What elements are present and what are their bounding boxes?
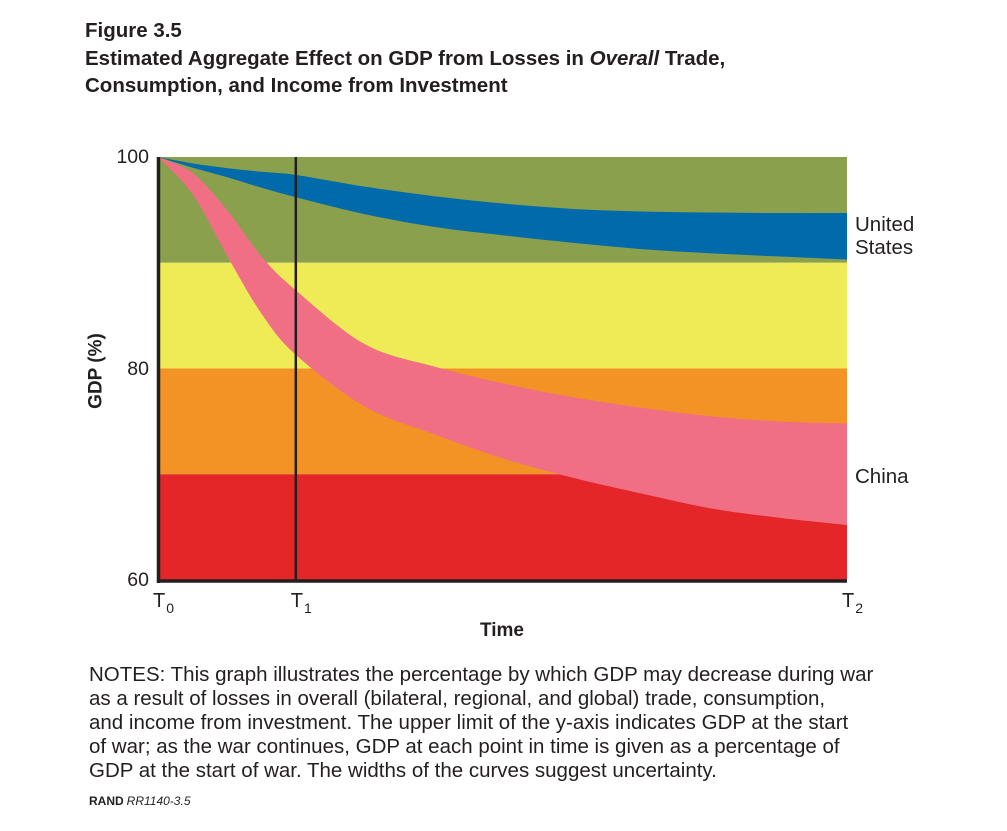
notes-line: GDP at the start of war. The widths of t…	[89, 759, 717, 782]
notes-line: NOTES: This graph illustrates the percen…	[89, 663, 874, 686]
series-label-united-states: United	[855, 213, 915, 236]
x-axis-label: Time	[479, 620, 525, 641]
x-tick-label: T1	[290, 590, 312, 615]
figure-title-line-1: Estimated Aggregate Effect on GDP from L…	[85, 45, 725, 73]
y-axis-label: GDP (%)	[85, 333, 107, 409]
source-id: RR1140-3.5	[126, 794, 191, 808]
figure-label: Figure 3.5	[85, 19, 182, 42]
title-text: Estimated Aggregate Effect on GDP from L…	[85, 46, 590, 70]
y-tick-label: 100	[116, 146, 149, 168]
series-area-china	[158, 157, 847, 526]
figure-notes: NOTES: This graph illustrates the percen…	[89, 663, 873, 783]
title-emphasis: Overall	[589, 46, 660, 70]
series-label-china: China	[855, 465, 909, 488]
y-tick-label: 80	[127, 357, 149, 380]
x-tick-subscript: 2	[855, 600, 864, 616]
x-tick-subscript: 0	[166, 600, 175, 616]
y-tick-label: 60	[127, 569, 149, 591]
x-tick-subscript: 1	[304, 600, 312, 616]
x-tick-letter: T	[153, 590, 166, 612]
notes-line: of war; as the war continues, GDP at eac…	[89, 735, 840, 758]
x-tick-label: T2	[842, 590, 863, 615]
notes-line: as a result of losses in overall (bilate…	[89, 687, 826, 710]
series-label-united-states: States	[855, 236, 914, 259]
series-area-united-states	[158, 157, 847, 260]
figure-title-line-2: Consumption, and Income from Investment	[85, 74, 508, 97]
notes-line: and income from investment. The upper li…	[89, 711, 849, 734]
title-text: Trade,	[659, 46, 726, 70]
x-tick-letter: T	[842, 590, 855, 612]
x-tick-letter: T	[290, 590, 304, 612]
figure-header: Figure 3.5 Estimated Aggregate Effect on…	[85, 17, 725, 100]
x-tick-label: T0	[153, 590, 174, 615]
figure-source: RAND RR1140-3.5	[89, 795, 191, 807]
source-org: RAND	[89, 794, 124, 808]
